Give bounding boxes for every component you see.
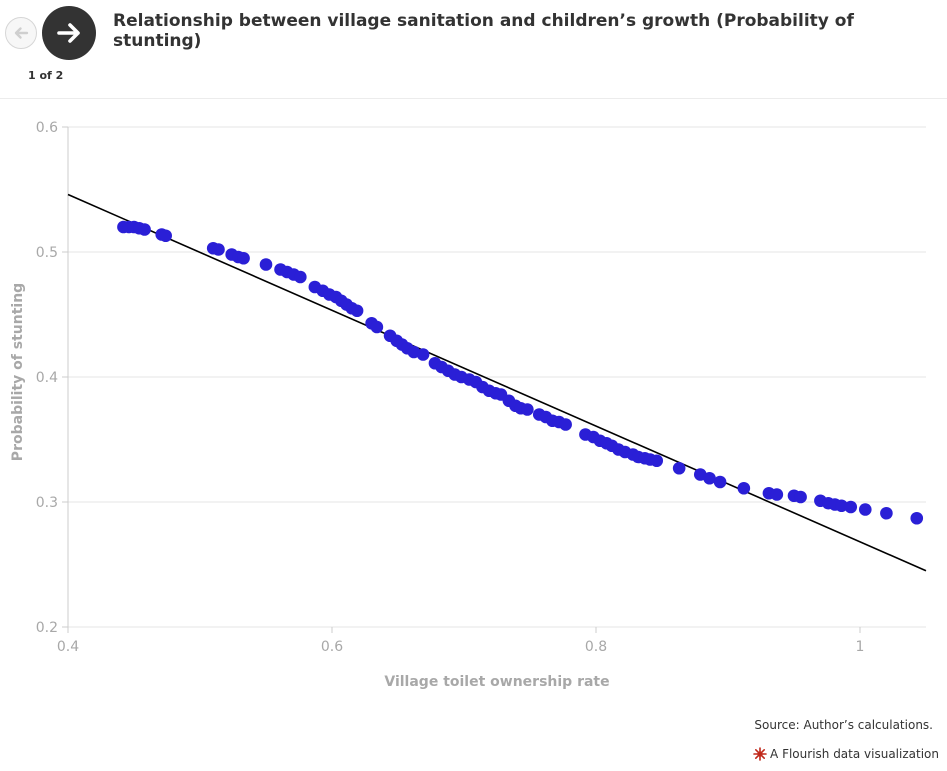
flourish-credit-link[interactable]: A Flourish data visualization (753, 747, 939, 761)
arrow-left-icon (14, 27, 29, 39)
y-tick-label: 0.4 (36, 370, 58, 386)
next-slide-button[interactable] (42, 6, 96, 60)
y-tick-label: 0.3 (36, 495, 58, 511)
fit-line (67, 193, 927, 572)
data-point (521, 403, 534, 416)
data-point (212, 243, 225, 256)
data-point (910, 511, 924, 525)
source-note: Source: Author’s calculations. (754, 718, 933, 732)
data-point (416, 348, 430, 361)
credit-text: A Flourish data visualization (770, 747, 939, 761)
data-point (835, 499, 848, 513)
data-point (844, 500, 858, 514)
data-point (703, 471, 716, 485)
y-tick-label: 0.5 (36, 245, 58, 261)
flourish-logo-icon (753, 747, 767, 761)
data-point (880, 506, 893, 520)
data-point (350, 304, 364, 318)
data-point (370, 320, 384, 334)
x-tick-label: 0.8 (585, 639, 607, 655)
x-tick-label: 0.4 (57, 639, 79, 655)
previous-slide-button[interactable] (5, 17, 37, 49)
slide-counter: 1 of 2 (28, 69, 64, 82)
data-point (858, 503, 872, 516)
data-point (294, 270, 307, 284)
data-point (650, 454, 664, 468)
header: 1 of 2 Relationship between village sani… (0, 0, 947, 99)
x-tick-label: 0.6 (321, 639, 343, 655)
y-tick-label: 0.2 (36, 620, 58, 636)
data-point (770, 488, 784, 501)
x-axis-title: Village toilet ownership rate (384, 674, 609, 690)
data-point (237, 251, 250, 265)
y-tick-label: 0.6 (36, 120, 58, 136)
data-point (794, 490, 807, 504)
chart-title: Relationship between village sanitation … (113, 11, 854, 51)
scatter-chart: 0.2 0.3 0.4 0.5 0.6 0.4 0.6 0.8 1 Village toilet … (10, 120, 927, 690)
x-tick-label: 1 (856, 639, 865, 655)
data-point (159, 229, 172, 243)
data-point (559, 418, 572, 431)
y-axis-title: Probability of stunting (10, 283, 26, 461)
data-point (713, 475, 727, 489)
data-point (138, 223, 151, 236)
data-point (672, 461, 686, 475)
data-point (737, 481, 751, 495)
data-point (259, 258, 273, 271)
arrow-right-icon (57, 23, 80, 43)
